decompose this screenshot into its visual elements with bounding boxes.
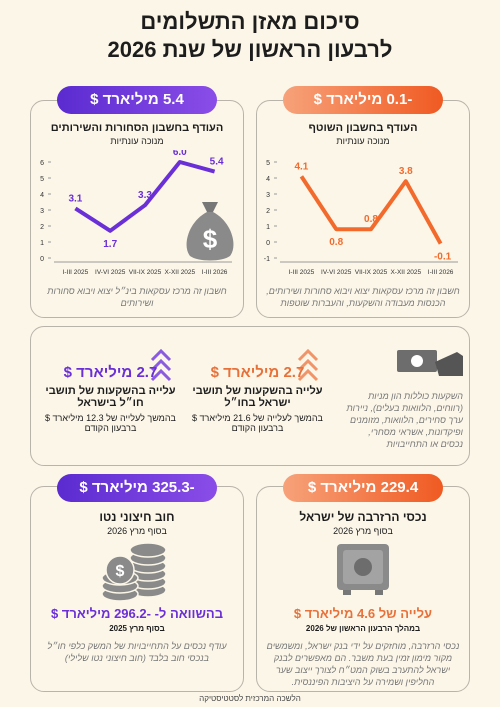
amount: 2.7 מיליארד $	[210, 364, 305, 381]
y-tick-label: 3	[266, 192, 270, 199]
chart: 0 1 2 3 4 5 6 I-III 2025 IV-VI 2025 VII-IX 2025 X-…	[40, 150, 232, 276]
y-tick-label: 0	[266, 240, 270, 247]
badge: -325.3 מיליארד $	[57, 474, 217, 502]
change-note: בסוף מרץ 2025	[109, 624, 165, 633]
chart-subtitle: מנוכה עונתיות	[336, 136, 390, 146]
section-title: חוב חיצוני נטו	[99, 510, 175, 524]
chart-subtitle: מנוכה עונתיות	[110, 136, 164, 146]
chart: -1 0 1 2 3 4 5 I-III 2025 IV-VI 2025 VII-IX 2025 X…	[264, 160, 458, 276]
y-tick-label: 1	[266, 224, 270, 231]
data-label: 5.4	[210, 157, 224, 168]
data-label: 6.0	[173, 150, 187, 158]
x-tick-label: X-XII 2025	[390, 269, 421, 276]
y-tick-label: 5	[40, 176, 44, 183]
footer: הלשכה המרכזית לסטטיסטיקה	[199, 694, 301, 703]
line	[74, 160, 216, 233]
item-title: עלייה בהשקעות של תושבי ישראל בחו״ל	[192, 385, 323, 409]
investment-item: 2.7 מיליארד $ עלייה בהשקעות של תושבי ישר…	[185, 364, 330, 433]
chart-title: העודף בחשבון הסחורות והשירותים	[50, 122, 224, 134]
change: עלייה של 4.6 מיליארד $	[293, 606, 433, 621]
chart-note: חשבון זה מרכז עסקאות בינ״ל יצוא ויבוא סח…	[47, 286, 227, 308]
page-title: סיכום מאזן התשלומים לרבעון הראשון של שנת…	[0, 8, 500, 64]
x-tick-label: I-III 2025	[289, 269, 315, 276]
cash-hand-icon	[397, 350, 463, 376]
data-label: 0.8	[364, 214, 378, 225]
y-tick-label: 4	[266, 176, 270, 183]
y-tick-label: 6	[40, 160, 44, 167]
section-date: בסוף מרץ 2026	[333, 526, 393, 536]
y-tick-label: 4	[40, 192, 44, 199]
svg-text:$: $	[116, 563, 125, 580]
chart-title: העודף בחשבון השוטף	[308, 122, 418, 134]
panel	[30, 326, 470, 466]
data-label: 3.1	[68, 193, 82, 204]
investment-item: 2.7 מיליארד $ עלייה בהשקעות של תושבי חו״…	[38, 364, 183, 433]
coins-icon: $	[101, 542, 167, 602]
x-tick-label: VII-IX 2025	[129, 269, 162, 276]
title-line: לרבעון הראשון של שנת 2026	[107, 37, 393, 62]
item-note: בהמשך לעלייה של 12.3 מיליארד $ ברבעון הק…	[45, 413, 176, 433]
x-tick-label: VII-IX 2025	[355, 269, 388, 276]
change: בהשוואה ל- -296.2 מיליארד $	[50, 606, 224, 621]
data-label: 1.7	[103, 239, 117, 250]
line	[299, 175, 443, 245]
change-note: במהלך הרבעון הראשון של 2026	[305, 624, 421, 633]
y-tick-label: 2	[40, 224, 44, 231]
x-tick-label: IV-VI 2025	[321, 269, 352, 276]
svg-text:$: $	[203, 224, 218, 254]
item-note: בהמשך לעלייה של 21.6 מיליארד $ ברבעון הק…	[192, 413, 323, 433]
section-title: נכסי הרזרבה של ישראל	[299, 510, 427, 524]
y-tick-label: 0	[40, 256, 44, 263]
y-tick-label: 1	[40, 240, 44, 247]
item-title: עלייה בהשקעות של תושבי חו״ל בישראל	[45, 385, 176, 409]
x-tick-label: X-XII 2025	[164, 269, 195, 276]
x-tick-label: IV-VI 2025	[95, 269, 126, 276]
y-tick-label: 2	[266, 208, 270, 215]
x-tick-label: I-III 2026	[202, 269, 228, 276]
chevrons-icon	[297, 348, 319, 382]
money-bag-icon: $	[186, 202, 234, 261]
badge: 5.4 מיליארד $	[57, 86, 217, 114]
chart-note: חשבון זה מרכז עסקאות יצוא ויבוא סחורות ו…	[266, 286, 460, 308]
badge: 229.4 מיליארד $	[283, 474, 443, 502]
investments-note: השקעות כוללות הון מניות (רווחים, הלוואות…	[346, 391, 463, 449]
x-tick-label: I-III 2026	[428, 269, 454, 276]
section-note: עודף נכסים על התחייבויות של המשק כלפי חו…	[47, 641, 227, 663]
data-label: 3.8	[399, 166, 413, 177]
y-tick-label: -1	[264, 256, 270, 263]
y-tick-label: 5	[266, 160, 270, 167]
section-date: בסוף מרץ 2026	[107, 526, 167, 536]
data-label: 3.3	[138, 190, 152, 201]
amount: 2.7 מיליארד $	[63, 364, 158, 381]
chevrons-icon	[150, 348, 172, 382]
section-note: נכסי הרזרבה, מוחזקים על ידי בנק ישראל, ו…	[266, 641, 460, 687]
y-tick-label: 3	[40, 208, 44, 215]
x-tick-label: I-III 2025	[63, 269, 89, 276]
title-line: סיכום מאזן התשלומים	[140, 9, 360, 34]
data-label: 0.8	[329, 237, 343, 248]
data-label: -0.1	[434, 252, 452, 263]
badge: -0.1 מיליארד $	[283, 86, 443, 114]
safe-icon	[337, 544, 389, 595]
data-label: 4.1	[294, 161, 308, 172]
